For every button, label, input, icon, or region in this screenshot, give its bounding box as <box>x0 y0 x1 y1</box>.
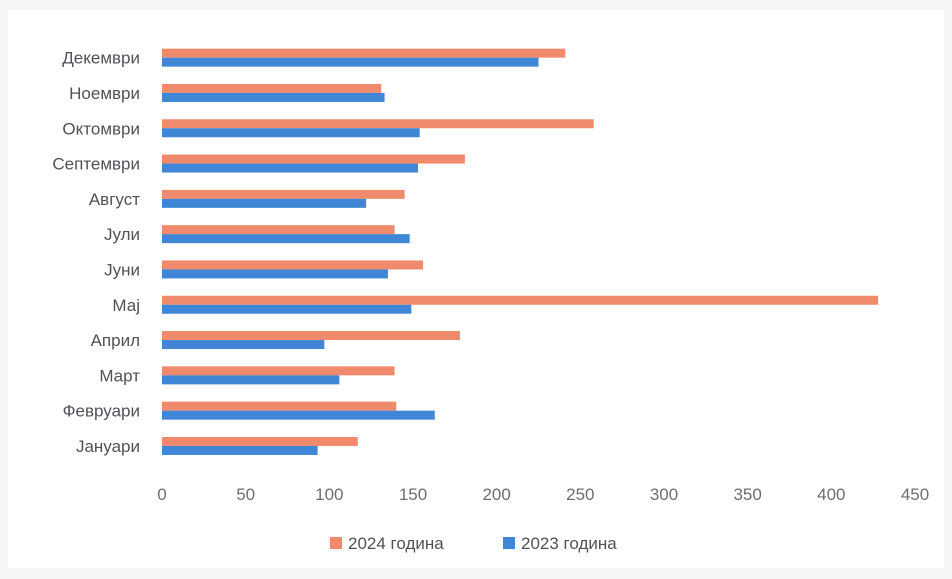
x-tick-label: 200 <box>482 485 510 504</box>
x-tick-label: 100 <box>315 485 343 504</box>
bar-2023-9 <box>162 375 340 385</box>
bar-2023-1 <box>162 92 385 102</box>
bar-2024-7 <box>162 295 879 305</box>
bar-2023-2 <box>162 128 420 138</box>
bar-2024-10 <box>162 401 397 411</box>
x-tick-label: 150 <box>399 485 427 504</box>
category-label: Март <box>99 366 140 385</box>
x-tick-label: 300 <box>650 485 678 504</box>
bar-2024-3 <box>162 154 465 164</box>
bar-2024-2 <box>162 119 594 129</box>
legend-swatch-0 <box>330 537 342 549</box>
x-tick-label: 400 <box>817 485 845 504</box>
category-label: Октомври <box>62 119 140 138</box>
category-label: Мај <box>112 296 140 315</box>
category-label: Август <box>89 190 140 209</box>
category-label: Јануари <box>76 437 140 456</box>
legend-label-1: 2023 година <box>521 534 617 553</box>
category-label: Април <box>91 331 140 350</box>
bar-2024-9 <box>162 366 395 376</box>
bar-2023-4 <box>162 198 367 208</box>
x-tick-label: 350 <box>733 485 761 504</box>
x-tick-label: 50 <box>236 485 255 504</box>
bar-2024-8 <box>162 331 460 341</box>
bar-2023-0 <box>162 57 539 67</box>
bar-2024-1 <box>162 83 382 93</box>
bar-2024-6 <box>162 260 424 270</box>
bar-2023-3 <box>162 163 419 173</box>
bar-2023-10 <box>162 410 435 420</box>
category-label: Јуни <box>104 260 140 279</box>
bar-2024-0 <box>162 48 566 58</box>
bar-2023-7 <box>162 304 412 314</box>
category-label: Септември <box>52 155 140 174</box>
category-label: Февруари <box>63 402 140 421</box>
bar-2023-5 <box>162 234 410 244</box>
legend-label-0: 2024 година <box>348 534 444 553</box>
legend-swatch-1 <box>503 537 515 549</box>
x-tick-label: 250 <box>566 485 594 504</box>
bar-2024-5 <box>162 225 395 235</box>
category-label: Декември <box>62 49 140 68</box>
bar-2023-8 <box>162 340 325 350</box>
bar-2024-11 <box>162 436 358 446</box>
bar-2023-11 <box>162 445 318 455</box>
bar-2023-6 <box>162 269 388 279</box>
x-tick-label: 450 <box>901 485 929 504</box>
category-label: Јули <box>104 225 140 244</box>
x-tick-label: 0 <box>157 485 166 504</box>
category-label: Ноември <box>69 84 140 103</box>
bar-2024-4 <box>162 189 405 199</box>
